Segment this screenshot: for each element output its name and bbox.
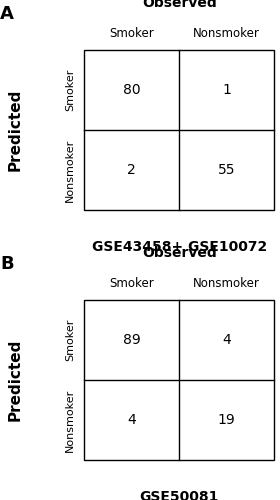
Text: Smoker: Smoker — [65, 319, 75, 361]
Text: Observed: Observed — [142, 0, 216, 10]
Text: 19: 19 — [218, 413, 236, 427]
Text: Nonsmoker: Nonsmoker — [65, 138, 75, 202]
Text: Nonsmoker: Nonsmoker — [193, 27, 260, 40]
Text: Smoker: Smoker — [109, 27, 154, 40]
Text: 2: 2 — [127, 163, 136, 177]
Text: 4: 4 — [222, 333, 231, 347]
Text: A: A — [0, 5, 14, 23]
Text: Observed: Observed — [142, 246, 216, 260]
Text: B: B — [0, 255, 14, 273]
Text: Predicted: Predicted — [8, 89, 23, 171]
Bar — [84, 300, 274, 460]
Text: 89: 89 — [123, 333, 141, 347]
Text: Nonsmoker: Nonsmoker — [65, 388, 75, 452]
Text: 4: 4 — [127, 413, 136, 427]
Text: Smoker: Smoker — [109, 277, 154, 290]
Text: Predicted: Predicted — [8, 339, 23, 421]
Text: GSE50081: GSE50081 — [139, 490, 219, 500]
Text: 80: 80 — [123, 83, 140, 97]
Bar — [84, 50, 274, 210]
Text: 55: 55 — [218, 163, 235, 177]
Text: Nonsmoker: Nonsmoker — [193, 277, 260, 290]
Text: GSE43458+ GSE10072: GSE43458+ GSE10072 — [92, 240, 267, 254]
Text: 1: 1 — [222, 83, 231, 97]
Text: Smoker: Smoker — [65, 69, 75, 111]
